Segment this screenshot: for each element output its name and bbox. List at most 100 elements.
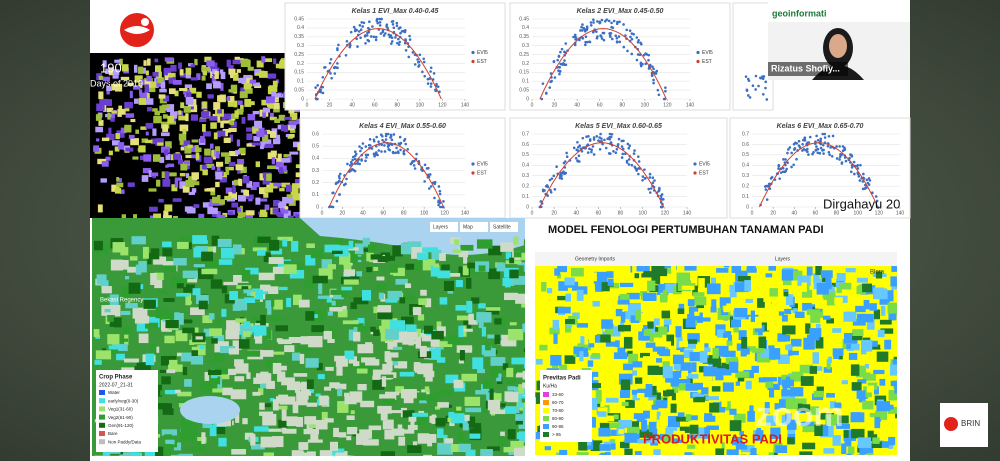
map-button[interactable] xyxy=(430,222,458,232)
map-pixel xyxy=(341,286,353,291)
map-pixel xyxy=(387,361,399,366)
map-pixel xyxy=(873,309,881,320)
map-pixel xyxy=(599,444,611,451)
map-pixel xyxy=(102,451,110,456)
map-pixel xyxy=(716,345,729,357)
map-pixel xyxy=(750,310,756,322)
scatter-dot xyxy=(429,70,432,73)
map-pixel xyxy=(107,334,120,345)
map-pixel xyxy=(163,298,175,302)
scatter-dot xyxy=(378,24,382,27)
map-pixel xyxy=(263,452,274,456)
map-pixel xyxy=(792,308,798,314)
scatter-dot xyxy=(557,54,561,58)
map-pixel xyxy=(701,387,709,395)
map-pixel xyxy=(243,321,251,328)
map-pixel xyxy=(400,389,417,399)
legend-label: Veg1(31-60) xyxy=(108,407,133,412)
map-pixel xyxy=(653,318,660,326)
scatter-dot xyxy=(808,135,812,139)
map-pixel xyxy=(472,357,484,370)
map-pixel xyxy=(204,56,212,63)
scatter-dot xyxy=(629,35,632,39)
map-pixel xyxy=(511,357,525,365)
scatter-dot xyxy=(386,132,390,136)
scatter-dot xyxy=(550,79,553,83)
map-pixel xyxy=(614,360,620,366)
map-pixel xyxy=(726,335,733,343)
map-pixel xyxy=(195,152,200,160)
scatter-dot xyxy=(437,185,441,188)
scatter-dot xyxy=(338,193,341,196)
scatter-dot xyxy=(620,139,624,143)
map-pixel xyxy=(452,249,462,253)
legend-key xyxy=(471,162,475,166)
map-pixel xyxy=(263,192,269,198)
scatter-dot xyxy=(564,63,568,67)
map-pixel xyxy=(128,134,135,139)
map-pixel xyxy=(207,94,214,99)
map-pixel xyxy=(339,253,351,265)
map-pixel xyxy=(250,185,257,191)
map-pixel xyxy=(143,154,152,162)
x-tick-label: 0 xyxy=(531,210,534,216)
map-pixel xyxy=(637,392,645,399)
map-pixel xyxy=(269,116,277,121)
map-pixel xyxy=(724,442,735,451)
map-pixel xyxy=(165,439,175,445)
section-title: MODEL FENOLOGI PERTUMBUHAN TANAMAN PADI xyxy=(548,224,824,236)
map-pixel xyxy=(859,442,874,455)
map-pixel xyxy=(874,416,881,429)
scatter-dot xyxy=(816,151,820,155)
map-pixel xyxy=(851,382,862,391)
map-pixel xyxy=(502,363,509,370)
map-pixel xyxy=(896,345,897,352)
map-pixel xyxy=(446,273,461,277)
map-pixel xyxy=(265,129,270,135)
map-pixel xyxy=(836,278,845,284)
map-pixel xyxy=(377,405,392,414)
map-pixel xyxy=(298,299,310,308)
map-pixel xyxy=(475,390,488,395)
scatter-dot xyxy=(782,158,785,161)
map-pixel xyxy=(215,146,221,155)
map-pixel xyxy=(138,261,147,273)
map-pixel xyxy=(686,415,698,421)
map-pixel xyxy=(367,244,377,253)
scatter-dot xyxy=(550,177,554,180)
scatter-dot xyxy=(811,152,814,156)
scatter-dot xyxy=(816,138,820,142)
map-pixel xyxy=(810,406,819,415)
map-button[interactable] xyxy=(460,222,488,232)
map-pixel xyxy=(896,266,897,272)
map-button-label[interactable]: Layers xyxy=(775,256,791,262)
map-pixel xyxy=(879,378,886,386)
scatter-dot xyxy=(621,152,625,156)
legend-swatch xyxy=(99,406,105,412)
map-pixel xyxy=(439,341,453,348)
scatter-dot xyxy=(316,84,320,87)
scatter-dot xyxy=(436,85,440,88)
x-tick-label: 20 xyxy=(327,102,333,108)
scatter-dot xyxy=(754,74,758,78)
scatter-dot xyxy=(852,160,856,164)
map-pixel xyxy=(202,202,211,208)
map-pixel xyxy=(183,282,193,293)
scatter-dot xyxy=(823,136,827,139)
map-pixel xyxy=(880,280,892,291)
map-pixel xyxy=(478,265,486,272)
map-button[interactable] xyxy=(490,222,518,232)
map-pixel xyxy=(815,300,827,309)
map-pixel xyxy=(112,242,126,253)
legend-box xyxy=(540,370,592,442)
map-pixel xyxy=(421,335,432,342)
scatter-dot xyxy=(335,181,338,185)
map-pixel xyxy=(97,204,103,213)
scatter-dot xyxy=(643,177,647,180)
map-pixel xyxy=(244,88,253,94)
map-pixel xyxy=(178,453,193,456)
map-pixel xyxy=(133,98,139,104)
map-pixel xyxy=(201,110,210,119)
map-pixel xyxy=(398,436,406,446)
